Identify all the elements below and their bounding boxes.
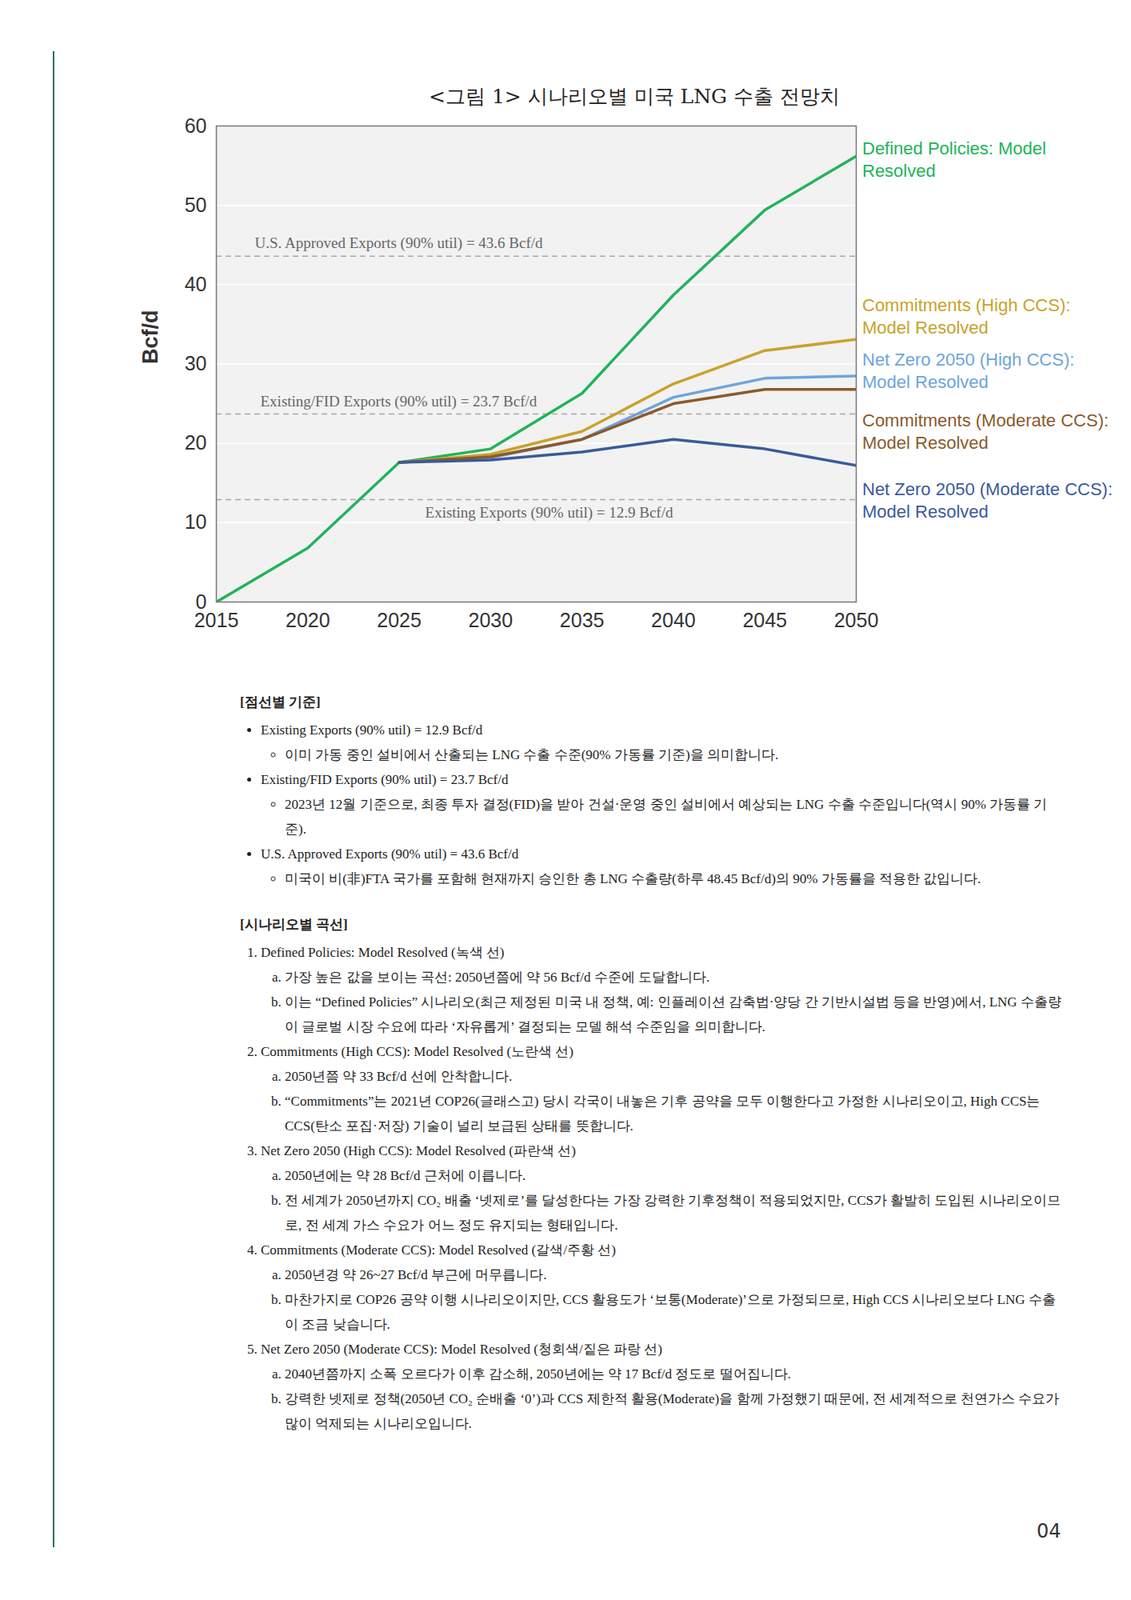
html-text:Existing/FID Exports (90% util: Existing/FID Exports (90% util) = 23.7 B… <box>260 771 509 788</box>
html-text:2050년쯤 약 33 Bcf/d 선에 안착합니다.: 2050년쯤 약 33 Bcf/d 선에 안착합니다. <box>284 1068 513 1084</box>
html-text:“Commitments”는 2021년 COP26(글래스: “Commitments”는 2021년 COP26(글래스고) 당시 각국이 … <box>284 1093 1041 1134</box>
svg-text:50: 50 <box>184 193 208 216</box>
html-text:Commitments (Moderate CCS): Mo: Commitments (Moderate CCS): Model Resolv… <box>260 1242 616 1258</box>
svg-text:Existing/FID Exports (90% util: Existing/FID Exports (90% util) = 23.7 B… <box>260 392 538 411</box>
html-text:U.S. Approved Exports (90% uti: U.S. Approved Exports (90% util) = 43.6 … <box>260 846 519 862</box>
html-text:Defined Policies: Model Resolv: Defined Policies: Model Resolved (녹색 선) <box>260 944 505 960</box>
html-text:<그림 1> 시나리오별 미국 LNG 수출 전망치: <그림 1> 시나리오별 미국 LNG 수출 전망치 <box>428 84 840 108</box>
svg-text:60: 60 <box>184 114 208 137</box>
svg-text:30: 30 <box>184 351 208 375</box>
html-text:Net Zero 2050 (High CCS): Mode: Net Zero 2050 (High CCS): Model Resolved… <box>260 1142 576 1159</box>
svg-text:U.S. Approved Exports (90% uti: U.S. Approved Exports (90% util) = 43.6 … <box>255 234 544 252</box>
html-text:[시나리오별 곡선]: [시나리오별 곡선] <box>239 916 348 932</box>
html-text:[점선별 기준]: [점선별 기준] <box>239 694 321 710</box>
svg-text:2045: 2045 <box>742 608 788 632</box>
svg-text:2020: 2020 <box>285 608 331 632</box>
html-text:이는 “Defined Policies” 시나리오(최근: 이는 “Defined Policies” 시나리오(최근 제정된 미국 내 정… <box>284 994 1062 1035</box>
html-text:가장 높은 값을 보이는 곡선: 2050년쯤에 약 56: 가장 높은 값을 보이는 곡선: 2050년쯤에 약 56 Bcf/d 수준에 … <box>284 969 710 985</box>
html-text:Net Zero 2050 (Moderate CCS):: Net Zero 2050 (Moderate CCS): Model Reso… <box>260 1341 663 1357</box>
svg-text:2050: 2050 <box>834 608 880 632</box>
html-text:Net Zero 2050 (High CCS): Mode: Net Zero 2050 (High CCS): Model Resolved <box>862 349 1075 392</box>
svg-text:Existing Exports (90% util) =: Existing Exports (90% util) = 12.9 Bcf/d <box>425 503 674 522</box>
html-text:2023년 12월 기준으로, 최종 투자 결정(FID)을: 2023년 12월 기준으로, 최종 투자 결정(FID)을 받아 건설·운영 … <box>284 796 1048 837</box>
svg-text:2015: 2015 <box>194 608 240 632</box>
svg-text:0: 0 <box>195 589 207 613</box>
svg-text:2035: 2035 <box>559 608 605 632</box>
html-text:2040년쯤까지 소폭 오르다가 이후 감소해, 2050년: 2040년쯤까지 소폭 오르다가 이후 감소해, 2050년에는 약 17 Bc… <box>284 1366 791 1382</box>
svg-text:10: 10 <box>184 510 208 533</box>
html-text:Existing Exports (90% util) =: Existing Exports (90% util) = 12.9 Bcf/d <box>260 722 483 738</box>
html-text:2050년에는 약 28 Bcf/d 근처에 이릅니다.: 2050년에는 약 28 Bcf/d 근처에 이릅니다. <box>284 1167 526 1183</box>
html-text:마찬가지로 COP26 공약 이행 시나리오이지만, CCS: 마찬가지로 COP26 공약 이행 시나리오이지만, CCS 활용도가 ‘보통(… <box>284 1291 1056 1332</box>
svg-text:20: 20 <box>184 431 208 454</box>
svg-text:2030: 2030 <box>468 608 514 632</box>
html-text:Net Zero 2050 (Moderate CCS):: Net Zero 2050 (Moderate CCS): Model Reso… <box>862 479 1113 522</box>
html-text:Commitments (High CCS): Model: Commitments (High CCS): Model Resolved <box>862 295 1071 338</box>
html-text:04: 04 <box>1036 1519 1062 1543</box>
html-text:강력한 넷제로 정책(2050년 CO₂ 순배출 ‘0’)과: 강력한 넷제로 정책(2050년 CO₂ 순배출 ‘0’)과 CCS 제한적 활… <box>284 1390 1060 1431</box>
html-text:2050년경 약 26~27 Bcf/d 부근에 머무릅니다: 2050년경 약 26~27 Bcf/d 부근에 머무릅니다. <box>284 1266 547 1283</box>
svg-text:2025: 2025 <box>376 608 422 632</box>
html-text:미국이 비(非)FTA 국가를 포함해 현재까지 승인한 총: 미국이 비(非)FTA 국가를 포함해 현재까지 승인한 총 LNG 수출량(하… <box>284 871 981 887</box>
html-text:전 세계가 2050년까지 CO₂ 배출 ‘넷제로’를 달성: 전 세계가 2050년까지 CO₂ 배출 ‘넷제로’를 달성한다는 가장 강력한… <box>284 1192 1061 1233</box>
html-text:Commitments (High CCS): Model: Commitments (High CCS): Model Resolved (… <box>260 1043 574 1060</box>
html-text:Defined Policies: Model Resolv: Defined Policies: Model Resolved <box>862 138 1047 181</box>
svg-text:40: 40 <box>184 272 208 296</box>
html-text:Commitments (Moderate CCS): Mo: Commitments (Moderate CCS): Model Resolv… <box>862 410 1109 453</box>
svg-text:2040: 2040 <box>651 608 696 632</box>
html-text:이미 가동 중인 설비에서 산출되는 LNG 수출 수준(9: 이미 가동 중인 설비에서 산출되는 LNG 수출 수준(90% 가동률 기준)… <box>284 747 779 763</box>
svg-text:Bcf/d: Bcf/d <box>138 310 163 365</box>
